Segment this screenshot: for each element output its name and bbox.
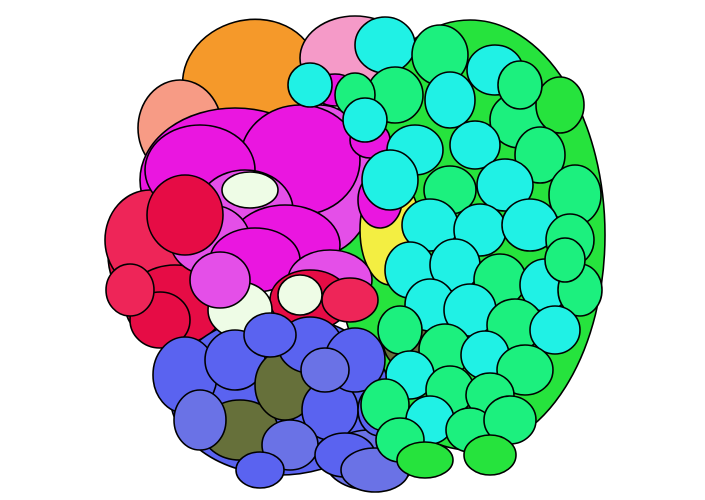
green-cyan-circle (377, 305, 423, 355)
pink-circle (277, 274, 323, 316)
green-cyan-circle (544, 237, 586, 283)
green-cyan-circle (535, 76, 585, 134)
pink-circle (146, 174, 224, 256)
pink-circle (221, 171, 279, 209)
blue-circle (243, 312, 297, 358)
green-cyan-circle (476, 158, 534, 212)
green-cyan-circle (497, 60, 543, 110)
blue-circle (300, 347, 350, 393)
green-cyan-circle (496, 344, 554, 396)
green-cyan-circle (361, 149, 419, 211)
green-cyan-circle (396, 441, 454, 479)
green-cyan-circle (463, 434, 517, 476)
pink-circle (321, 277, 379, 323)
green-cyan-circle (287, 62, 333, 108)
green-cyan-circle (424, 71, 476, 129)
green-cyan-circle (529, 305, 581, 355)
green-cyan-circle (354, 16, 416, 74)
blue-circle (173, 389, 227, 451)
green-cyan-circle (449, 120, 501, 170)
green-cyan-circle (342, 97, 388, 143)
pink-circle (189, 251, 251, 309)
pink-circle (105, 263, 155, 317)
blue-circle (235, 451, 285, 489)
front-layer (287, 16, 603, 479)
